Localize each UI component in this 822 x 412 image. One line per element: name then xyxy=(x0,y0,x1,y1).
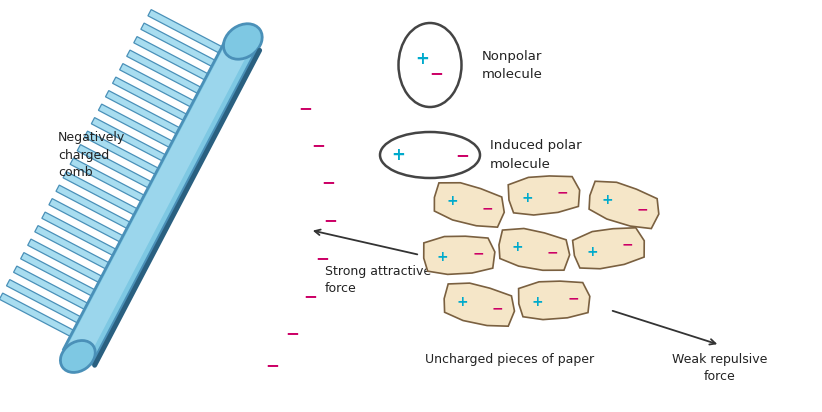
Text: +: + xyxy=(521,190,533,204)
Ellipse shape xyxy=(399,23,461,107)
Polygon shape xyxy=(113,77,187,120)
Ellipse shape xyxy=(224,24,262,59)
Text: −: − xyxy=(547,246,559,260)
Text: −: − xyxy=(621,237,634,251)
Polygon shape xyxy=(35,226,109,269)
Ellipse shape xyxy=(61,341,95,372)
Polygon shape xyxy=(49,199,123,242)
Text: +: + xyxy=(587,245,598,259)
Polygon shape xyxy=(63,34,257,364)
Polygon shape xyxy=(148,9,222,53)
Polygon shape xyxy=(508,176,580,215)
Text: Strong attractive
force: Strong attractive force xyxy=(325,265,431,295)
Polygon shape xyxy=(63,171,137,215)
Text: −: − xyxy=(323,211,337,229)
Polygon shape xyxy=(70,158,144,201)
Polygon shape xyxy=(85,131,159,174)
Polygon shape xyxy=(42,212,116,255)
Text: +: + xyxy=(531,295,543,309)
Polygon shape xyxy=(21,253,95,296)
Text: −: − xyxy=(557,185,569,199)
Polygon shape xyxy=(519,281,590,320)
Text: Induced polar
molecule: Induced polar molecule xyxy=(490,140,582,171)
Polygon shape xyxy=(105,91,179,134)
Text: −: − xyxy=(265,356,279,374)
Polygon shape xyxy=(134,37,208,80)
Text: Uncharged pieces of paper: Uncharged pieces of paper xyxy=(426,353,594,367)
Polygon shape xyxy=(28,239,102,282)
Text: +: + xyxy=(391,146,405,164)
Polygon shape xyxy=(91,117,165,161)
Text: −: − xyxy=(315,249,329,267)
Polygon shape xyxy=(127,50,201,94)
Text: +: + xyxy=(446,194,458,208)
Text: +: + xyxy=(415,50,429,68)
Polygon shape xyxy=(120,63,194,107)
Text: −: − xyxy=(321,173,335,191)
Polygon shape xyxy=(444,283,515,326)
Polygon shape xyxy=(589,181,658,229)
Text: +: + xyxy=(511,241,523,255)
Polygon shape xyxy=(99,104,173,147)
Text: Weak repulsive
force: Weak repulsive force xyxy=(672,353,768,384)
Text: +: + xyxy=(602,193,613,207)
Text: +: + xyxy=(456,295,468,309)
Text: −: − xyxy=(311,136,325,154)
Text: −: − xyxy=(636,203,649,217)
Polygon shape xyxy=(69,41,248,355)
Text: +: + xyxy=(436,250,448,264)
Text: −: − xyxy=(482,202,493,216)
Polygon shape xyxy=(141,23,215,66)
Polygon shape xyxy=(7,280,81,323)
Text: Negatively
charged
comb: Negatively charged comb xyxy=(58,131,125,180)
Text: −: − xyxy=(567,291,579,305)
Polygon shape xyxy=(423,236,495,274)
Text: Nonpolar
molecule: Nonpolar molecule xyxy=(482,49,543,80)
Text: −: − xyxy=(285,324,299,342)
Text: −: − xyxy=(298,99,312,117)
Text: −: − xyxy=(455,146,469,164)
Polygon shape xyxy=(573,228,644,269)
Ellipse shape xyxy=(380,132,480,178)
Polygon shape xyxy=(499,229,570,270)
Polygon shape xyxy=(56,185,130,228)
Text: −: − xyxy=(472,246,483,260)
Text: −: − xyxy=(492,301,504,315)
Polygon shape xyxy=(77,145,151,188)
Polygon shape xyxy=(14,266,88,309)
Polygon shape xyxy=(434,183,504,227)
Text: −: − xyxy=(303,287,317,305)
Polygon shape xyxy=(0,293,73,337)
Text: −: − xyxy=(429,64,443,82)
